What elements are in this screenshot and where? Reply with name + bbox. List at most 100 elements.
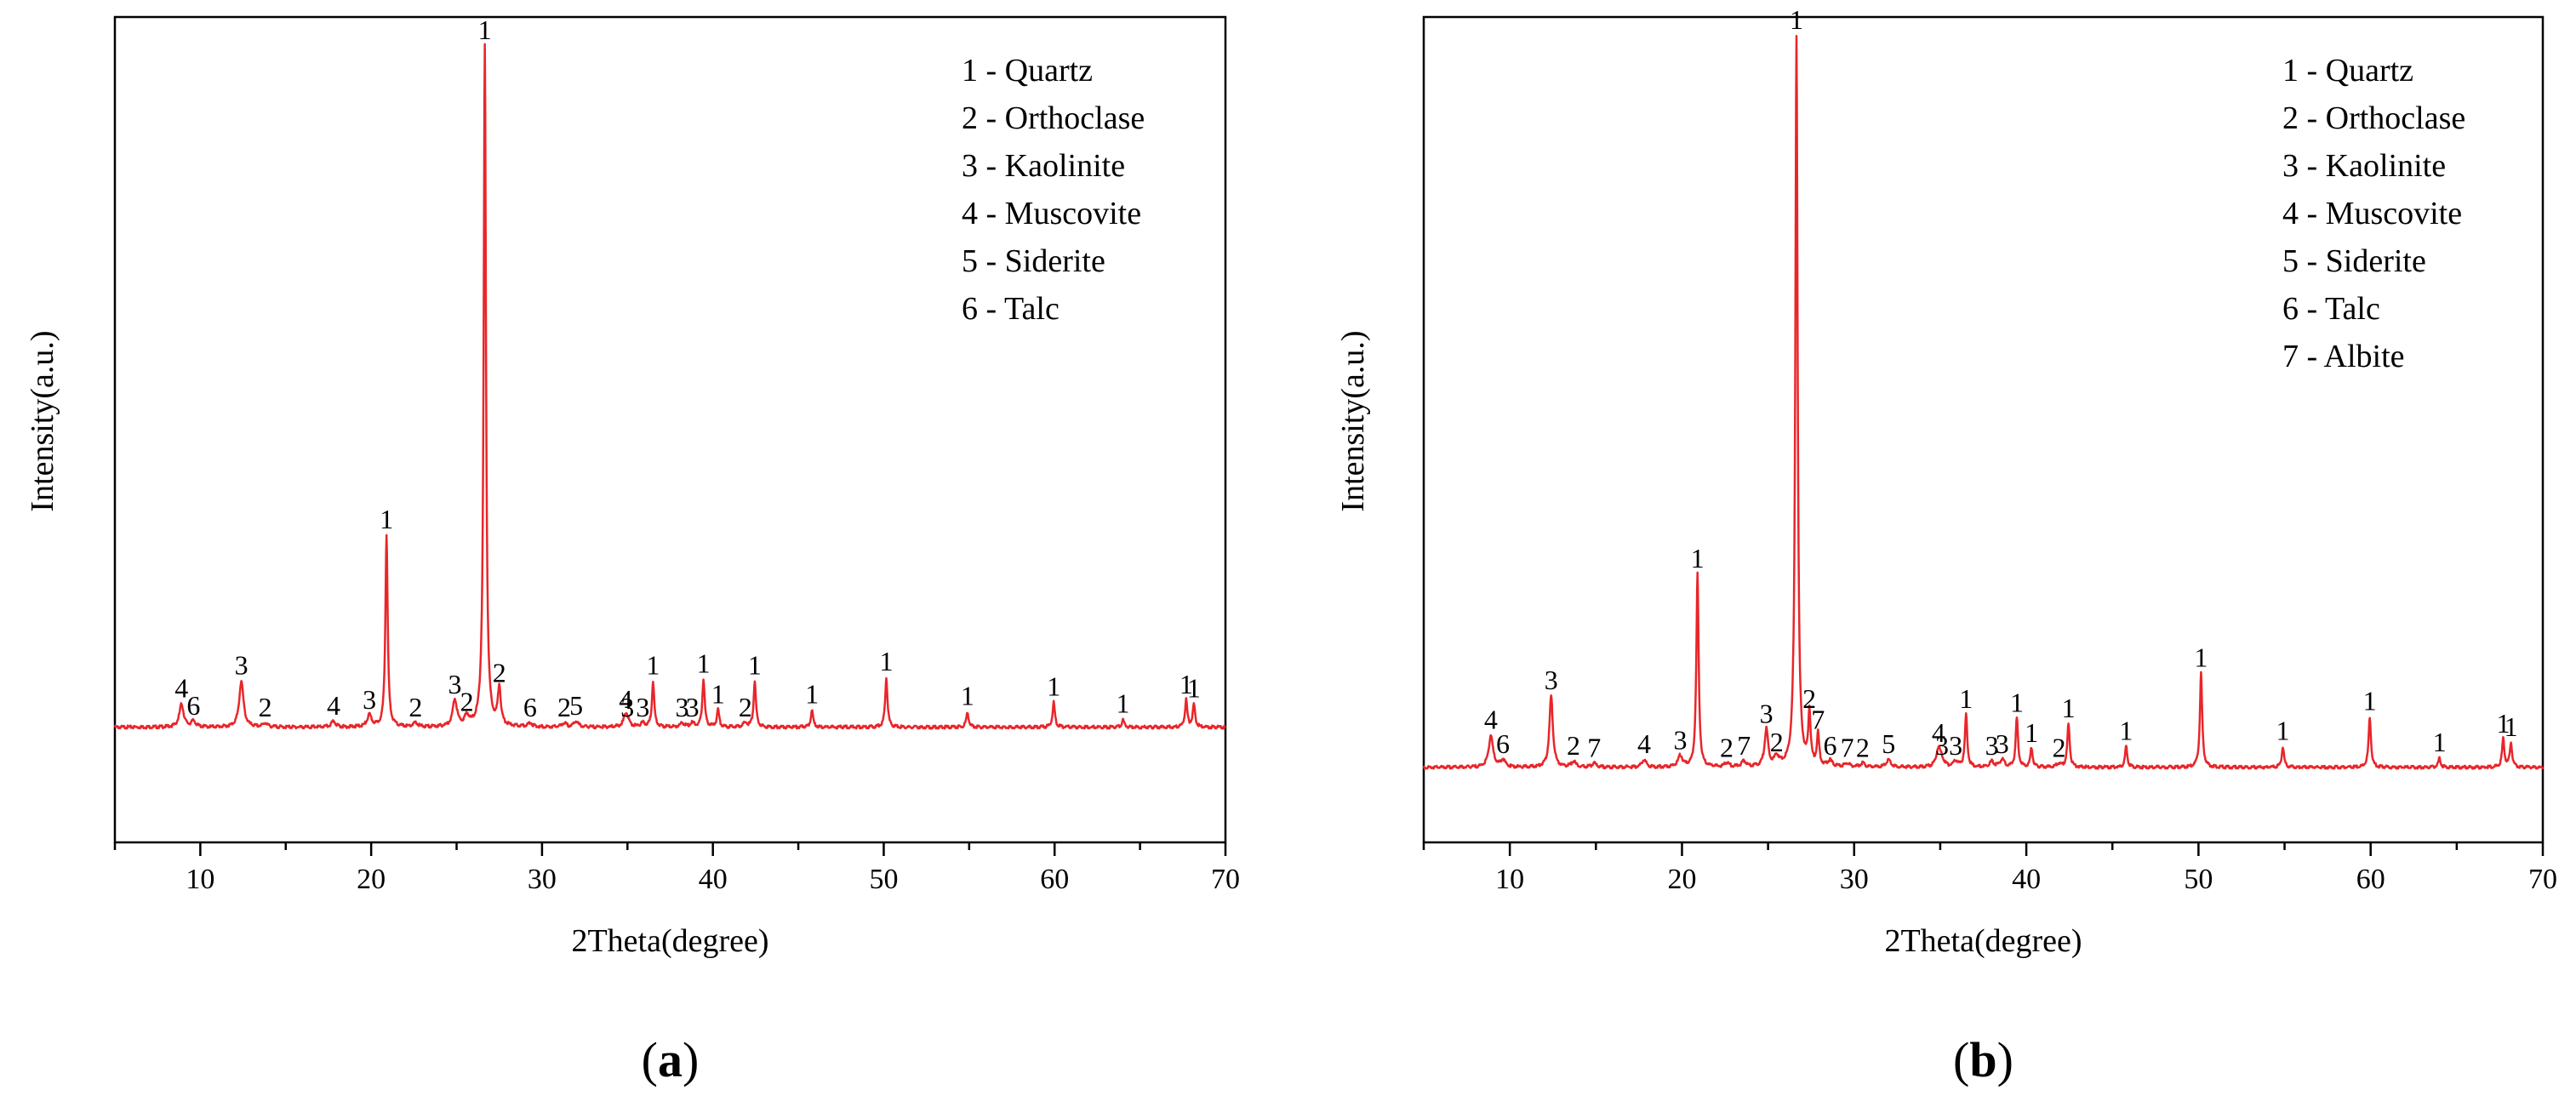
panel-label: (b) [1953, 1032, 2013, 1087]
panel-label: (a) [642, 1032, 700, 1087]
peak-label: 4 [1484, 704, 1498, 734]
legend-entry: 3 - Kaolinite [962, 148, 1125, 184]
peak-label: 3 [636, 692, 649, 722]
x-axis-label: 2Theta(degree) [571, 923, 768, 959]
peak-label: 1 [748, 650, 762, 681]
peak-label: 3 [235, 650, 248, 681]
legend-entry: 2 - Orthoclase [962, 100, 1145, 136]
peak-label: 4 [619, 684, 632, 715]
peak-label: 1 [2025, 717, 2038, 748]
xrd-pattern-line [1422, 34, 2545, 770]
peak-label: 6 [1823, 730, 1836, 761]
peak-label: 3 [620, 692, 634, 722]
peak-label: 3 [1996, 728, 2009, 759]
x-tick-label: 20 [1667, 864, 1696, 895]
peak-label: 4 [327, 690, 340, 721]
legend-entry: 5 - Siderite [962, 243, 1105, 279]
peak-label: 5 [569, 690, 583, 721]
x-tick-label: 50 [2184, 864, 2213, 895]
legend-entry: 3 - Kaolinite [2282, 148, 2446, 184]
x-tick-label: 70 [2528, 864, 2557, 895]
peak-label: 1 [961, 681, 974, 711]
peak-label: 1 [1187, 673, 1201, 704]
peak-label: 3 [1760, 699, 1773, 729]
x-tick-label: 70 [1211, 864, 1240, 895]
peak-label: 1 [380, 504, 393, 534]
panel-letter: a [658, 1032, 683, 1087]
legend-entry: 7 - Albite [2282, 339, 2405, 374]
xrd-chart-b: 10 20 30 40 50 60 70 2Theta(degree) Intensity(a.… [1335, 4, 2557, 1087]
x-tick-label: 40 [699, 864, 728, 895]
peak-label: 3 [1985, 730, 1999, 761]
peak-label: 2 [739, 692, 752, 722]
peak-label: 1 [1959, 683, 1973, 714]
y-axis-label: Intensity(a.u.) [25, 330, 60, 511]
peak-label: 2 [2053, 732, 2066, 762]
legend-entry: 1 - Quartz [2282, 53, 2413, 88]
peak-label: 3 [686, 692, 700, 722]
peak-label: 3 [676, 692, 689, 722]
peak-label: 2 [1720, 732, 1734, 762]
peak-label: 2 [493, 658, 506, 688]
peak-label: 4 [174, 673, 188, 704]
legend-entry: 5 - Siderite [2282, 243, 2426, 279]
peak-label: 2 [1856, 732, 1870, 762]
peak-label: 7 [1841, 732, 1854, 762]
peak-label: 2 [1770, 727, 1784, 757]
peak-label: 1 [1117, 688, 1130, 719]
peak-label: 1 [697, 648, 711, 678]
peak-label: 1 [2010, 688, 2024, 718]
peak-label: 1 [879, 646, 893, 676]
legend-entry: 4 - Muscovite [2282, 196, 2462, 231]
x-axis-label: 2Theta(degree) [1884, 923, 2082, 959]
peak-label: 4 [1637, 728, 1651, 759]
x-tick-label: 40 [2012, 864, 2041, 895]
x-tick-label: 30 [1840, 864, 1869, 895]
legend-entry: 2 - Orthoclase [2282, 100, 2465, 136]
peak-label: 3 [1935, 730, 1949, 761]
peak-label: 1 [1691, 543, 1705, 573]
peak-label: 1 [2062, 693, 2076, 723]
peak-label: 1 [1179, 669, 1193, 699]
peak-label: 6 [186, 690, 200, 721]
plot-frame [113, 15, 1227, 844]
peak-label: 4 [1932, 717, 1945, 748]
peak-label: 7 [1737, 730, 1751, 761]
x-tick-label: 20 [357, 864, 386, 895]
x-tick-label: 10 [186, 864, 214, 895]
panel-letter: b [1969, 1032, 1996, 1087]
peak-label: 1 [2496, 708, 2510, 739]
peak-label: 1 [2194, 642, 2208, 673]
x-tick-label: 10 [1495, 864, 1524, 895]
legend-entry: 4 - Muscovite [962, 196, 1141, 231]
peak-label: 2 [1567, 730, 1580, 761]
legend-entry: 6 - Talc [2282, 291, 2380, 327]
peak-label: 3 [448, 669, 462, 699]
peak-label: 2 [408, 692, 422, 722]
peak-label: 1 [2276, 716, 2290, 746]
peak-label: 7 [1587, 732, 1601, 762]
xrd-chart-a: 10 20 30 40 50 60 70 2Theta(degree) Intensity(a.… [25, 14, 1240, 1087]
x-tick-label: 60 [1040, 864, 1069, 895]
x-tick-label: 60 [2356, 864, 2385, 895]
peak-label: 5 [1882, 728, 1895, 759]
peak-label: 1 [2363, 685, 2377, 716]
x-tick-label: 50 [869, 864, 898, 895]
peak-label: 3 [1673, 725, 1687, 756]
peak-label: 7 [1811, 704, 1825, 734]
peak-label: 1 [2433, 727, 2447, 757]
peak-label: 1 [646, 650, 660, 681]
peak-label: 2 [259, 692, 272, 722]
xrd-pattern-line [113, 43, 1226, 730]
peak-label: 3 [363, 684, 376, 715]
peak-label: 6 [1496, 728, 1510, 759]
peak-label: 1 [2119, 716, 2133, 746]
peak-label: 1 [2505, 711, 2518, 742]
peak-label: 1 [1047, 670, 1060, 701]
legend-entry: 1 - Quartz [962, 53, 1093, 88]
peak-label: 2 [460, 686, 474, 716]
peak-label: 2 [1802, 683, 1816, 714]
peak-label: 1 [711, 678, 725, 709]
peak-label: 3 [1949, 730, 1962, 761]
plot-frame [1422, 15, 2545, 844]
